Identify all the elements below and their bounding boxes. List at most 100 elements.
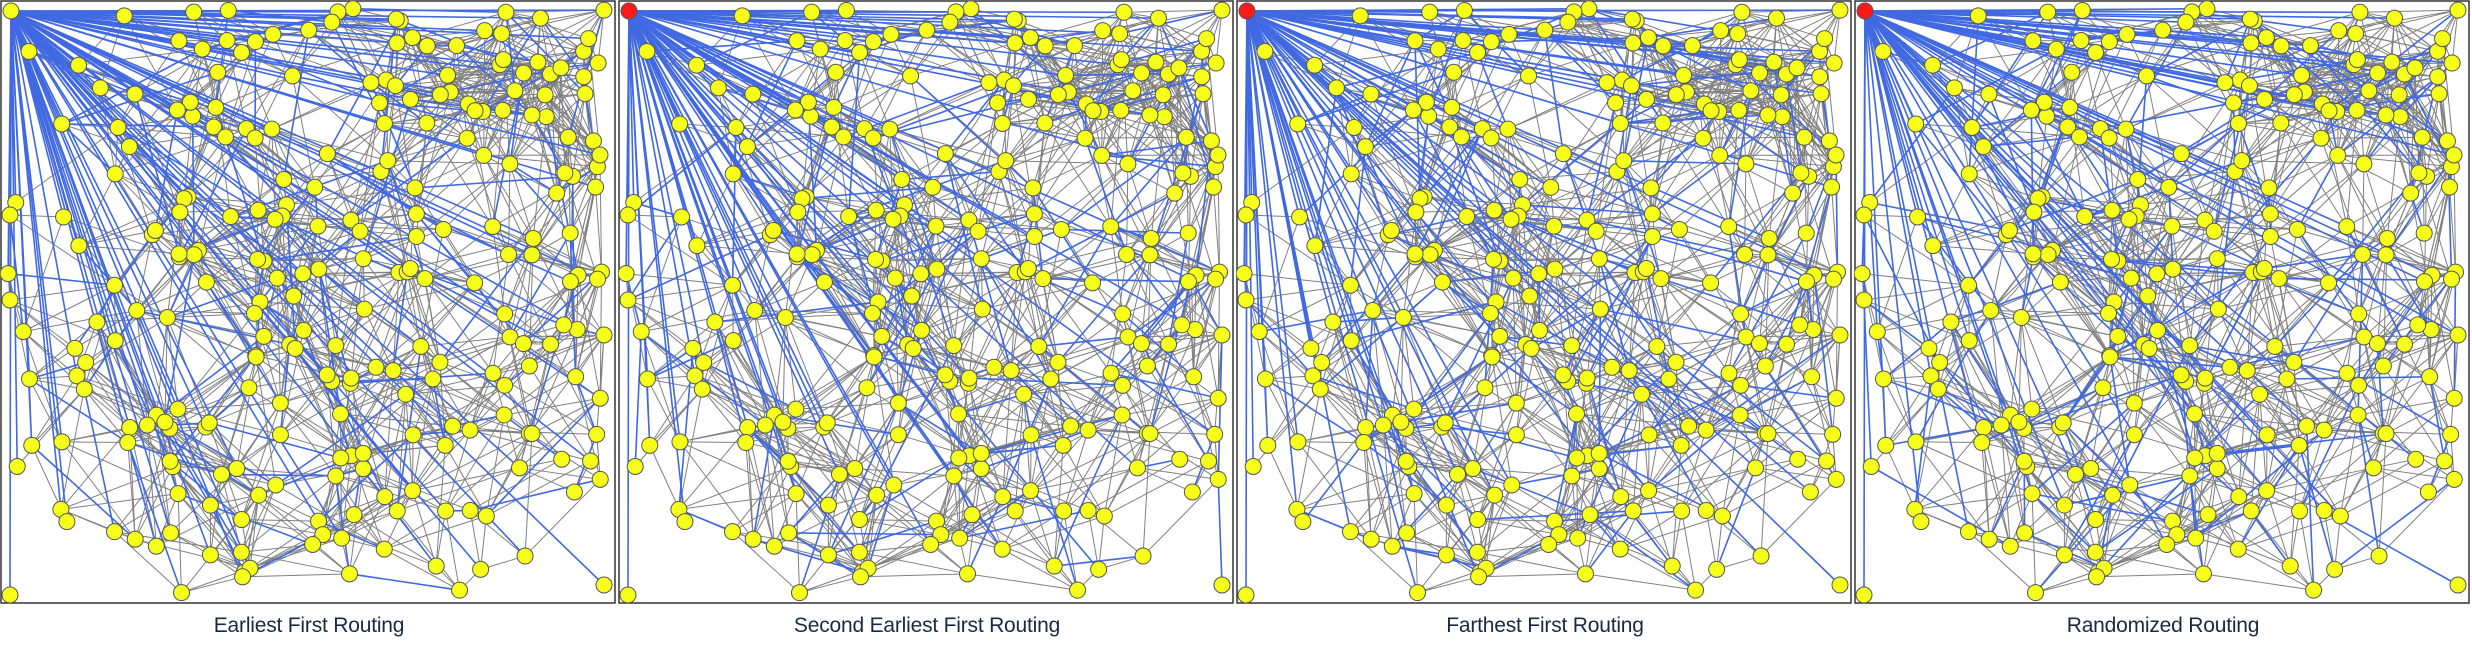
graph-edge [732,211,799,286]
route-edge [10,10,244,578]
graph-edge [898,382,969,404]
graph-edge [244,514,355,573]
graph-edge [1642,271,1658,347]
graph-node [1124,82,1142,100]
graph-node [66,339,84,357]
graph-node [739,419,757,437]
graph-node [1185,368,1203,386]
graph-edge [1451,75,1529,108]
graph-node [1052,220,1070,238]
graph-edge [499,62,599,66]
graph-node [922,535,940,553]
graph-edge [1034,163,1129,237]
graph-edge [1477,519,1559,536]
graph-node [431,353,449,371]
graph-node [562,273,580,291]
route-edge [10,10,506,386]
graph-edge [155,230,255,314]
graph-node [1076,129,1094,147]
graph-edge [1127,116,1165,165]
graph-edge [1372,310,1491,314]
graph-node [523,106,541,124]
graph-node [106,276,124,294]
graph-edge [1413,313,1491,410]
graph-edge [1391,317,1404,416]
graph-edge [1321,362,1367,428]
route-edge [1065,73,1169,77]
graph-edge [483,154,598,168]
graph-edge [1012,37,1031,86]
graph-node [788,245,806,263]
graph-edge [1490,137,1519,217]
graph-node [484,218,502,236]
graph-node [1213,576,1231,594]
graph-edge [1735,62,1835,66]
route-edge [154,109,179,231]
graph-edge [949,21,1066,76]
graph-edge [1477,551,1586,575]
graph-edge [1681,510,1697,591]
graph-node [1045,557,1063,575]
graph-edge [1516,382,1587,404]
graph-edge [867,543,931,569]
graph-node [858,379,876,397]
route-edge [10,10,63,125]
graph-edge [550,343,598,435]
graph-edge [483,155,534,239]
graph-edge [341,496,386,539]
graph-edge [206,215,283,283]
route-edge [228,9,332,23]
graph-edge [944,308,983,376]
graph-edge [397,467,520,512]
route-edge [628,10,895,486]
graph-edge [1623,160,1644,272]
graph-edge [1191,186,1215,281]
graph-edge [61,441,136,540]
graph-edge [384,548,460,591]
graph-edge [1034,155,1103,215]
graph-node [501,328,519,346]
graph-node [941,13,959,31]
route-edge [1553,413,1578,522]
graph-edge [1074,45,1086,139]
graph-node [516,547,534,565]
graph-node [2,2,20,20]
route-edge [392,271,409,371]
graph-edge [894,225,937,279]
graph-edge [29,378,85,390]
route-edge [308,29,372,84]
graph-edge [784,317,828,424]
graph-edge [1296,493,1415,510]
graph-edge [114,254,195,342]
graph-node [1005,10,1023,28]
graph-edge [1010,282,1093,371]
graph-node [106,332,124,350]
graph-edge [1122,278,1216,315]
graph-node [388,34,406,52]
graph-node [688,237,706,255]
route-edge [10,10,17,203]
graph-edge [61,123,130,148]
graph-edge [236,356,257,469]
route-edge [628,10,784,423]
graph-edge [647,378,703,390]
route-edge [10,10,251,569]
graph-node [228,460,246,478]
graph-edge [439,313,505,363]
graph-node [121,419,139,437]
route-edge [1157,17,1219,156]
graph-node [510,459,528,477]
graph-node [184,107,202,125]
graph-node [213,465,231,483]
graph-node [787,485,805,503]
graph-edge [1149,166,1216,256]
route-edge [414,175,573,189]
graph-edge [302,273,365,310]
graph-node [972,460,990,478]
graph-node [764,221,782,239]
graph-edge [1740,385,1766,434]
graph-node [595,326,613,344]
graph-edge [1149,344,1170,434]
graph-edge [627,299,734,342]
graph-edge [1110,110,1122,227]
